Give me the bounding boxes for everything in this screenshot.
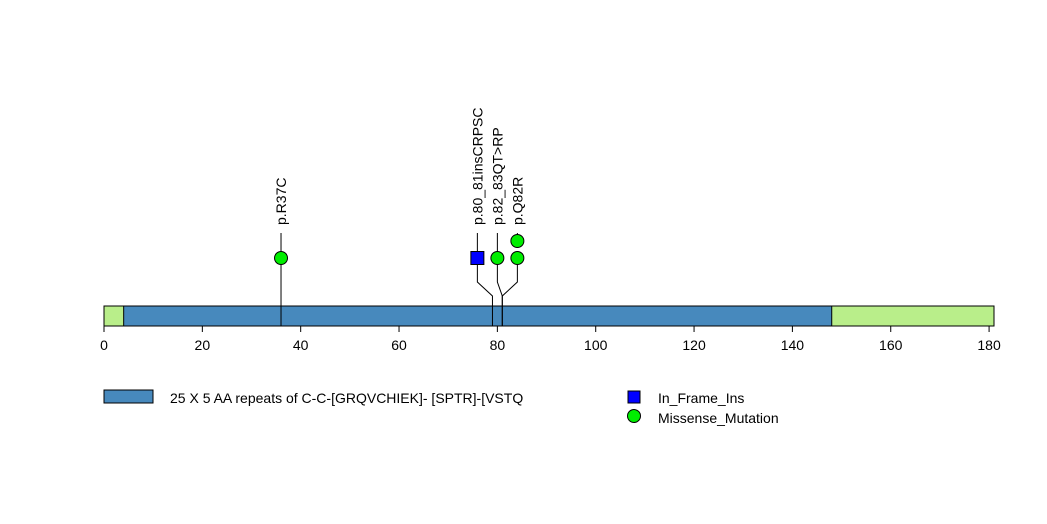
legend-in-frame-ins-label: In_Frame_Ins	[658, 390, 744, 406]
mutation-lollipop: p.82_83QT>RP	[489, 127, 505, 326]
mutation-lollipop: p.80_81insCRPSC	[469, 107, 493, 326]
legend: 25 X 5 AA repeats of C-C-[GRQVCHIEK]- [S…	[103, 389, 779, 426]
mutation-lollipop: p.R37C	[273, 178, 289, 326]
legend-domain-swatch	[103, 389, 154, 404]
mutation-marker-square	[470, 251, 485, 265]
mutation-label: p.R37C	[273, 178, 289, 225]
mutation-marker-circle	[510, 234, 525, 248]
mutation-stem	[476, 258, 493, 326]
mutation-marker-circle	[274, 251, 289, 265]
legend-missense-icon	[627, 409, 641, 423]
protein-backbone-layer	[103, 305, 995, 327]
x-tick-label: 20	[195, 337, 211, 353]
mutation-label: p.Q82R	[509, 177, 525, 225]
x-axis: 0 20 40 60 80 100 120 140 160 180	[100, 325, 1001, 353]
legend-missense-label: Missense_Mutation	[658, 410, 779, 426]
x-tick-label: 80	[490, 337, 506, 353]
legend-in-frame-ins-icon	[627, 390, 641, 404]
x-tick-label: 0	[100, 337, 108, 353]
x-tick-label: 120	[682, 337, 706, 353]
x-tick-label: 100	[584, 337, 608, 353]
legend-domain-label: 25 X 5 AA repeats of C-C-[GRQVCHIEK]- [S…	[170, 390, 523, 406]
mutation-stem	[501, 258, 518, 326]
mutation-marker-circle	[490, 251, 505, 265]
x-tick-label: 180	[977, 337, 1001, 353]
mutation-lollipop: p.Q82R	[501, 177, 525, 326]
x-tick-label: 160	[879, 337, 903, 353]
mutation-label: p.80_81insCRPSC	[469, 107, 485, 225]
mutation-marker-circle	[510, 251, 525, 265]
x-tick-label: 140	[781, 337, 805, 353]
x-tick-label: 40	[293, 337, 309, 353]
domain-bar	[123, 305, 833, 327]
mutation-layer: p.R37C p.80_81insCRPSC p.82_83QT>RP p.Q82R	[273, 107, 525, 326]
x-tick-label: 60	[391, 337, 407, 353]
mutation-label: p.82_83QT>RP	[489, 127, 505, 225]
